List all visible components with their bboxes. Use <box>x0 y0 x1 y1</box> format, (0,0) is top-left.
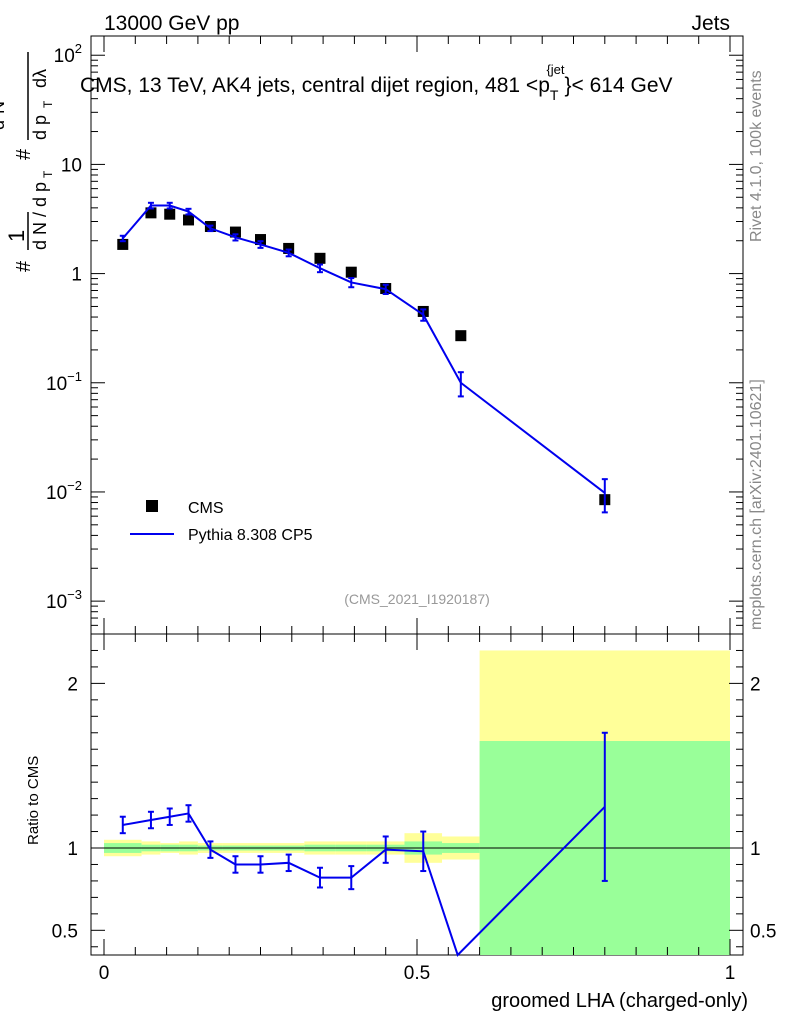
title-end: }< 614 GeV <box>565 74 673 97</box>
axis-ticks: 10−3 10−2 10−1 1 10 102 0 0.5 1 0.5 0.5 1 1 2 2 <box>46 36 776 984</box>
cms-data-point <box>183 214 195 226</box>
header-left: 13000 GeV pp <box>104 12 239 35</box>
legend-mc-label: Pythia 8.308 CP5 <box>188 527 313 544</box>
cms-data-point <box>145 207 157 219</box>
cms-data-point <box>255 234 266 246</box>
y-tick-label-main: 10−1 <box>46 369 82 395</box>
header-right: Jets <box>691 12 730 35</box>
cms-data-point <box>283 242 295 254</box>
legend-data-label: CMS <box>188 500 224 517</box>
y-tick-label-main: 1 <box>71 265 82 286</box>
y-axis-label-main: # 1 d N / d p T # d²N d p T dλ <box>0 52 55 272</box>
y-tick-label-ratio-right: 1 <box>750 839 761 860</box>
svg-text:dλ: dλ <box>30 69 50 88</box>
y-tick-label-ratio: 0.5 <box>52 921 78 942</box>
title-subscript: T <box>550 87 559 103</box>
y-tick-label-main: 10−3 <box>46 587 82 613</box>
cms-data-point <box>117 238 129 250</box>
y-axis-label-ratio: Ratio to CMS <box>25 756 42 845</box>
title-superscript: {jet <box>546 62 564 77</box>
y-tick-label-main: 102 <box>54 41 82 67</box>
series <box>117 201 611 957</box>
side-rivet-text: Rivet 4.1.0, 100k events <box>748 70 765 242</box>
side-mcplots-text: mcplots.cern.ch [arXiv:2401.10621] <box>748 379 765 630</box>
cms-data-point <box>229 226 241 238</box>
cms-data-point <box>314 252 326 264</box>
svg-text:T: T <box>41 100 55 108</box>
svg-text:#: # <box>13 260 35 272</box>
y-tick-label-ratio: 2 <box>67 674 78 695</box>
y-tick-label-main: 10 <box>61 155 82 176</box>
chart-title: CMS, 13 TeV, AK4 jets, central dijet reg… <box>80 62 673 103</box>
y-tick-label-ratio-right: 0.5 <box>750 921 776 942</box>
y-tick-label-main: 10−2 <box>46 478 82 504</box>
x-tick-label: 0.5 <box>404 963 430 984</box>
x-tick-label: 0 <box>99 963 110 984</box>
ratio-bands <box>91 650 743 955</box>
y-tick-label-ratio: 1 <box>67 839 78 860</box>
svg-text:d p: d p <box>30 115 50 140</box>
svg-text:d N / d p: d N / d p <box>30 182 50 250</box>
main-plot-frame <box>90 35 744 635</box>
legend-data-marker <box>146 500 158 512</box>
svg-text:d²N: d²N <box>0 101 8 130</box>
cms-data-point <box>455 330 467 342</box>
ratio-pythia-line <box>122 806 606 957</box>
svg-text:#: # <box>13 148 35 160</box>
cms-data-point <box>345 266 357 278</box>
svg-text:1: 1 <box>4 230 29 242</box>
x-axis-label: groomed LHA (charged-only) <box>491 990 748 1012</box>
cms-data-point <box>164 208 176 220</box>
y-tick-label-ratio-right: 2 <box>750 674 761 695</box>
analysis-tag: (CMS_2021_I1920187) <box>344 591 490 607</box>
svg-text:T: T <box>41 170 55 178</box>
x-tick-label: 1 <box>725 963 736 984</box>
pythia-line <box>122 204 606 494</box>
